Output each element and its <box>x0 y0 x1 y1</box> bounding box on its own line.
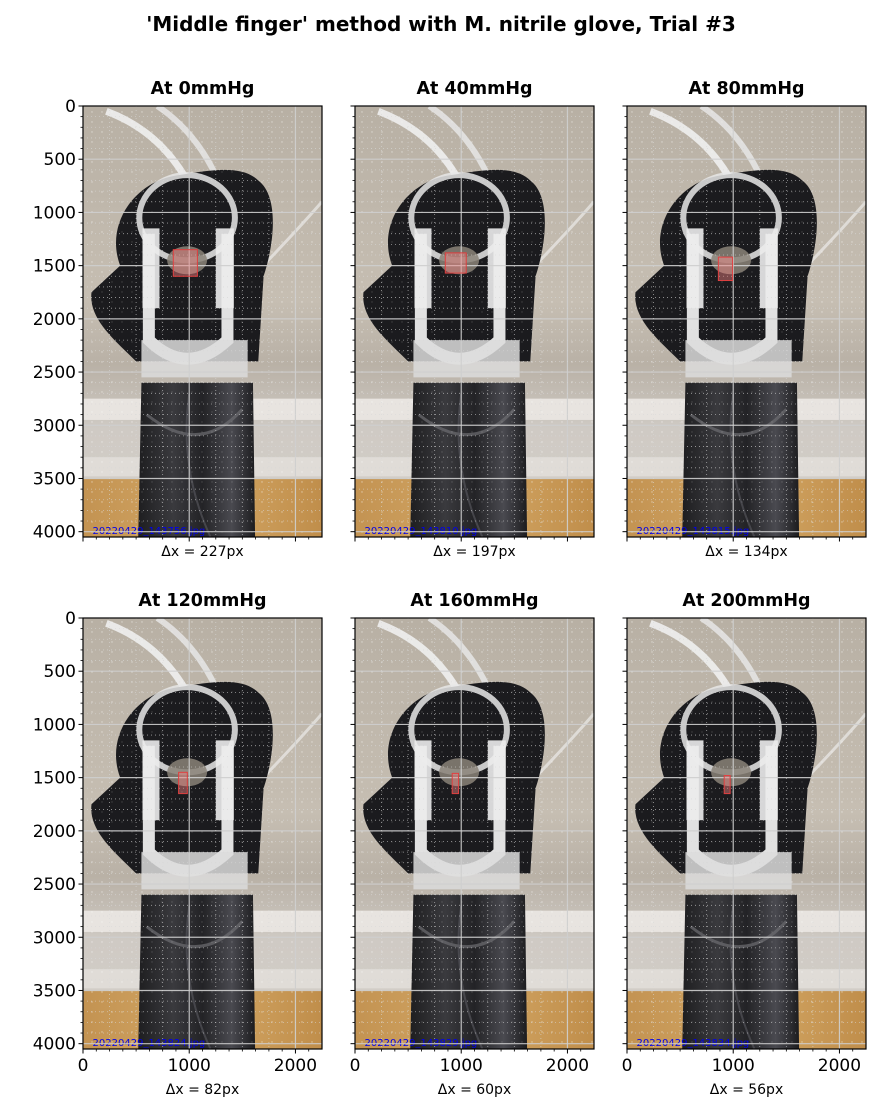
subplot-title: At 200mmHg <box>682 591 810 611</box>
finger-area <box>711 758 752 787</box>
photo <box>355 618 594 1049</box>
subplot-title: At 80mmHg <box>689 79 805 99</box>
subplot-title: At 160mmHg <box>410 591 538 611</box>
holder-post <box>759 228 778 309</box>
holder-base <box>413 340 520 378</box>
tick-label-x: 0 <box>350 1056 361 1076</box>
tick-label-y: 2500 <box>33 363 76 383</box>
tick-label-y: 2000 <box>33 310 76 330</box>
x-axis-label: Δx = 56px <box>710 1082 783 1098</box>
roi-marker <box>172 249 198 277</box>
roi-marker <box>717 256 734 282</box>
holder-post <box>142 740 160 821</box>
roi-marker <box>723 775 731 795</box>
tick-label-y: 3000 <box>33 416 76 436</box>
subplot-4: 20220429_143824.jpg050010001500200025003… <box>33 591 323 1098</box>
holder-base <box>141 340 248 378</box>
roi-marker <box>444 252 467 274</box>
tick-label-y: 1500 <box>33 257 76 277</box>
subplot-title: At 40mmHg <box>417 79 533 99</box>
x-axis-label: Δx = 197px <box>433 544 515 560</box>
holder-post <box>215 740 234 821</box>
tick-label-x: 0 <box>622 1056 633 1076</box>
subplot-1: 20220429_143756.jpg050010001500200025003… <box>33 79 323 560</box>
photo <box>83 106 322 537</box>
tick-label-y: 1000 <box>33 715 76 735</box>
holder-base <box>685 852 792 890</box>
dot-texture <box>355 618 594 1049</box>
holder-post <box>487 228 506 309</box>
x-axis-label: Δx = 227px <box>161 544 243 560</box>
grid <box>355 618 594 1049</box>
tick-label-y: 3500 <box>33 981 76 1001</box>
holder-base <box>413 852 520 890</box>
tick-label-x: 2000 <box>274 1056 317 1076</box>
photo <box>627 106 866 537</box>
subplot-title: At 0mmHg <box>151 79 255 99</box>
photo <box>83 618 322 1049</box>
figure-title: 'Middle finger' method with M. nitrile g… <box>146 12 736 36</box>
x-axis-label: Δx = 134px <box>705 544 787 560</box>
tick-label-y: 3500 <box>33 469 76 489</box>
holder-post <box>686 740 704 821</box>
holder-post <box>414 228 432 309</box>
dot-texture <box>83 106 322 537</box>
tick-label-x: 1000 <box>712 1056 755 1076</box>
tick-label-x: 2000 <box>546 1056 589 1076</box>
tick-label-y: 500 <box>44 150 76 170</box>
x-axis-label: Δx = 82px <box>166 1082 239 1098</box>
holder-base <box>685 340 792 378</box>
tick-label-y: 4000 <box>33 1035 76 1055</box>
holder-post <box>215 228 234 309</box>
dot-texture <box>355 106 594 537</box>
roi-marker <box>451 772 460 795</box>
tick-label-y: 1500 <box>33 769 76 789</box>
grid <box>83 106 322 537</box>
tick-label-y: 2000 <box>33 822 76 842</box>
tick-label-x: 1000 <box>168 1056 211 1076</box>
tick-label-y: 4000 <box>33 523 76 543</box>
holder-post <box>414 740 432 821</box>
subplot-title: At 120mmHg <box>138 591 266 611</box>
x-axis-label: Δx = 60px <box>438 1082 511 1098</box>
tick-label-x: 0 <box>78 1056 89 1076</box>
grid <box>83 618 322 1049</box>
finger-area <box>711 246 752 275</box>
holder-base <box>141 852 248 890</box>
finger-area <box>439 758 480 787</box>
holder-post <box>142 228 160 309</box>
photo <box>355 106 594 537</box>
holder-post <box>487 740 506 821</box>
tick-label-x: 2000 <box>818 1056 861 1076</box>
tick-label-y: 500 <box>44 662 76 682</box>
tick-label-y: 0 <box>65 609 76 629</box>
photo <box>627 618 866 1049</box>
dot-texture <box>627 106 866 537</box>
roi-marker <box>178 771 188 795</box>
tick-label-y: 1000 <box>33 203 76 223</box>
dot-texture <box>627 618 866 1049</box>
tick-label-x: 1000 <box>440 1056 483 1076</box>
grid <box>627 106 866 537</box>
dot-texture <box>83 618 322 1049</box>
tick-label-y: 2500 <box>33 875 76 895</box>
holder-post <box>686 228 704 309</box>
grid <box>355 106 594 537</box>
holder-post <box>759 740 778 821</box>
tick-label-y: 0 <box>65 97 76 117</box>
grid <box>627 618 866 1049</box>
tick-label-y: 3000 <box>33 928 76 948</box>
